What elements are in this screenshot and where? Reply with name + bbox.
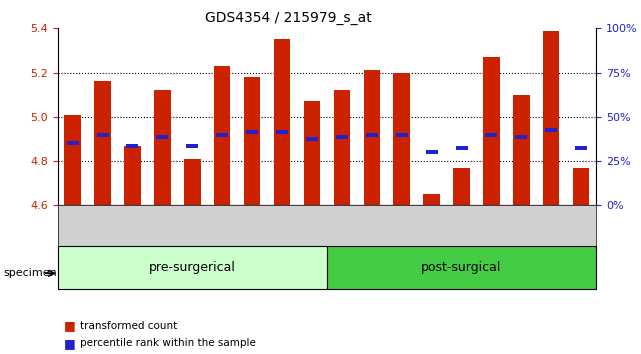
Bar [543,30,560,205]
Bar [64,115,81,205]
Bar [423,194,440,205]
Bar [395,132,408,137]
Bar [67,141,79,145]
Bar [545,128,557,132]
Bar [124,145,141,205]
Bar [246,130,258,134]
Text: ■: ■ [64,337,76,350]
Bar [156,135,169,139]
Text: transformed count: transformed count [80,321,178,331]
Bar [333,90,350,205]
Bar [453,168,470,205]
Bar [184,159,201,205]
Text: pre-surgerical: pre-surgerical [149,261,236,274]
Bar [485,132,497,137]
Text: percentile rank within the sample: percentile rank within the sample [80,338,256,348]
Bar [244,77,260,205]
Bar [363,70,380,205]
Bar [483,57,500,205]
Text: specimen: specimen [3,268,57,278]
Bar [304,101,320,205]
Bar [515,135,528,139]
Text: ■: ■ [64,319,76,332]
Bar [573,168,590,205]
Bar [97,132,108,137]
Bar [187,144,198,148]
Bar [276,130,288,134]
Bar [366,132,378,137]
Bar [154,90,171,205]
Bar [336,135,348,139]
Bar [327,246,596,289]
Bar [214,66,231,205]
Bar [513,95,529,205]
Text: GDS4354 / 215979_s_at: GDS4354 / 215979_s_at [205,11,372,25]
Bar [426,150,438,154]
Bar [126,144,138,148]
Bar [456,146,467,150]
Bar [306,137,318,141]
Bar [58,246,327,289]
Bar [394,73,410,205]
Bar [94,81,111,205]
Text: post-surgical: post-surgical [421,261,502,274]
Bar [216,132,228,137]
Bar [575,146,587,150]
Bar [274,39,290,205]
